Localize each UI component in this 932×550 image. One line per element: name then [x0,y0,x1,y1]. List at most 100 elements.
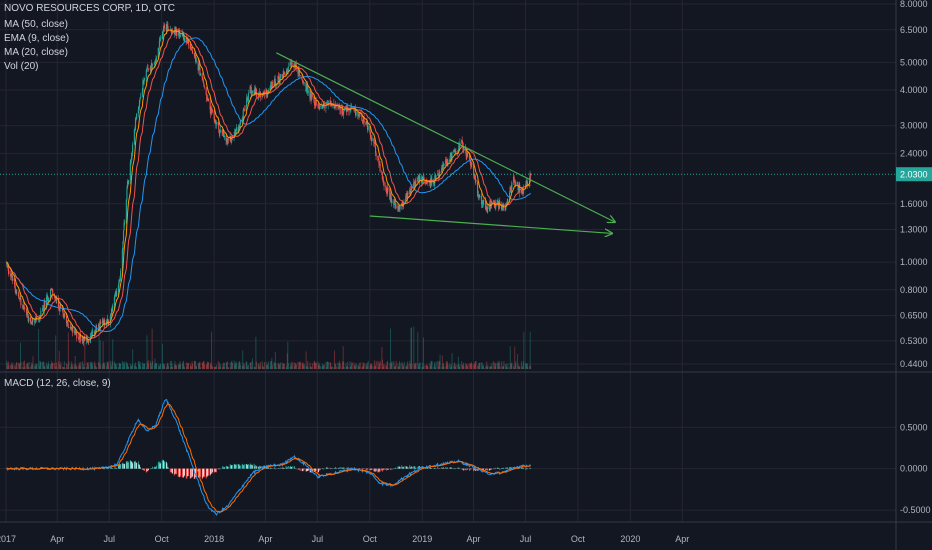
volume-bar [398,366,400,369]
macd-histogram-bar [156,465,158,469]
macd-histogram-bar [174,468,176,475]
macd-histogram-bar [209,468,211,476]
macd-histogram-bar [126,462,128,469]
candle-body [454,150,456,152]
volume-bar [254,366,256,369]
volume-bar [107,362,109,369]
candle-body [290,62,292,65]
volume-bar [272,364,273,369]
volume-bar [35,364,37,369]
candle-body [94,330,96,336]
candle-body [68,327,70,328]
candle-body [144,78,146,80]
volume-bar [82,361,83,369]
volume-bar [19,363,21,369]
candle-body [77,338,80,339]
volume-bar [290,363,292,369]
volume-bar [185,362,187,369]
volume-bar [226,362,228,369]
macd-histogram-bar [119,464,120,469]
price-axis-label: 8.0000 [900,0,928,9]
volume-bar [457,364,459,369]
volume-bar [439,360,440,369]
candle-body [378,159,380,165]
candle-body [20,298,22,306]
volume-bar [274,362,276,369]
candle-body [374,146,377,153]
volume-bar [471,362,472,369]
macd-histogram-bar [303,468,305,472]
volume-bar [414,363,415,369]
candle-body [36,316,38,320]
candle-body [137,109,139,114]
candle-body [503,206,505,211]
candle-body [478,194,480,198]
macd-histogram-bar [242,463,244,469]
volume-bar [134,364,135,369]
macd-histogram-bar [234,464,236,469]
volume-bar [425,365,427,369]
candle-body [473,164,475,176]
macd-histogram-bar [471,468,473,470]
volume-bar [160,363,162,369]
volume-bar [437,360,439,369]
volume-bar [211,331,212,369]
candle-body [393,200,395,206]
volume-bar [10,365,12,369]
macd-histogram-bar [370,468,372,471]
volume-bar [78,364,80,369]
candle-body [28,317,30,322]
candle-body [199,67,201,76]
candle-body [127,181,129,185]
candle-body [104,320,106,326]
candle-body [83,338,85,343]
macd-histogram-bar [257,466,259,469]
macd-histogram-bar [105,468,107,469]
volume-bar [341,366,343,369]
volume-bar [132,349,134,369]
candle-body [298,69,300,74]
volume-bar [489,366,491,369]
macd-histogram-bar [123,463,124,469]
macd-histogram-bar [174,468,176,475]
volume-bar [131,364,133,369]
candle-body [92,331,94,333]
volume-bar [431,361,432,369]
candle-body [207,98,209,100]
macd-histogram-bar [503,468,505,469]
macd-histogram-bar [170,468,172,473]
macd-histogram-bar [203,468,205,476]
candle-body [178,30,180,31]
candle-body [443,163,445,166]
candle-body [227,139,229,140]
candle-body [287,66,289,71]
candle-body [215,122,218,125]
macd-histogram-bar [429,467,431,469]
macd-histogram-bar [162,460,164,469]
candle-body [242,118,244,122]
macd-histogram-bar [387,468,388,471]
macd-histogram-bar [234,464,236,469]
volume-bar [144,364,146,369]
candle-body [259,91,261,94]
volume-bar [110,360,111,369]
volume-bar [326,366,328,369]
candle-body [317,104,320,106]
candle-body [461,140,463,143]
volume-bar [366,363,367,369]
candle-body [134,129,136,131]
candle-body [79,335,81,339]
candle-body [510,187,512,191]
volume-bar [229,362,231,369]
candle-body [405,193,407,197]
macd-histogram-bar [306,468,307,472]
volume-bar [280,362,281,369]
candle-body [474,175,476,177]
candle-body [138,100,141,108]
macd-histogram-bar [274,468,276,470]
macd-histogram-bar [154,466,156,469]
candle-body [55,300,57,301]
macd-histogram-bar [120,464,122,469]
macd-histogram-bar [267,467,269,469]
